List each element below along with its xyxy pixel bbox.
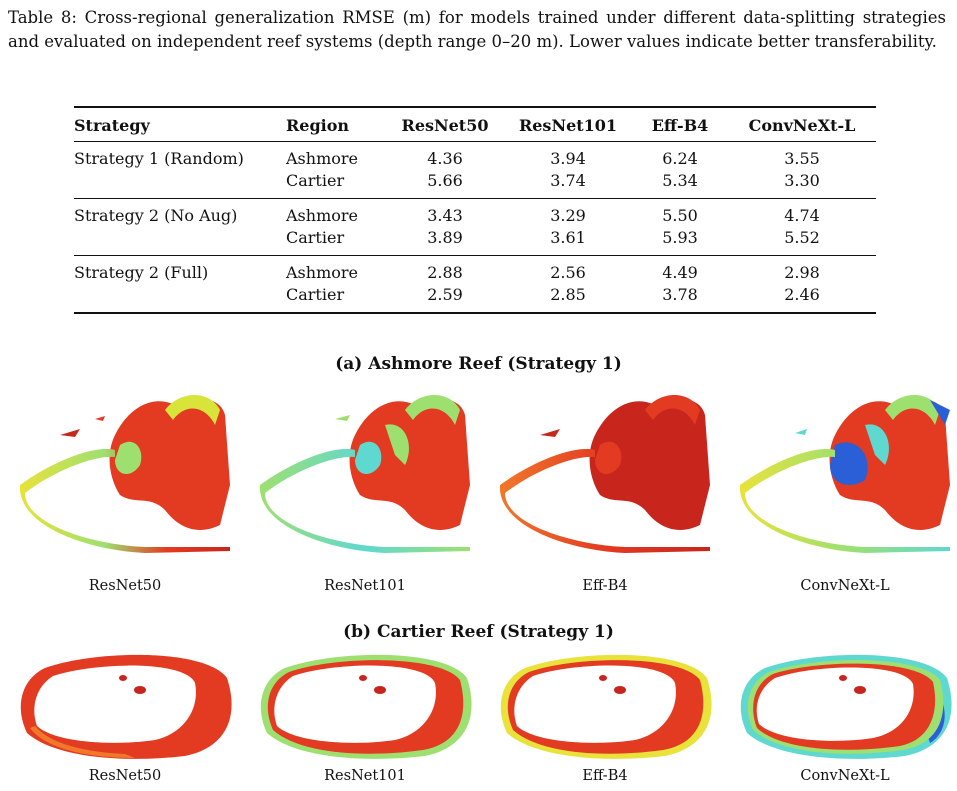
table-row: Cartier 2.59 2.85 3.78 2.46 — [74, 284, 876, 313]
cartier-map-effb4 — [500, 654, 712, 759]
strategy-cell: Strategy 2 (Full) — [74, 263, 209, 282]
header-strategy: Strategy — [74, 116, 150, 135]
region-cell: Ashmore — [286, 149, 358, 168]
rmse-value-cell: 5.66 — [427, 171, 463, 190]
cartier-map-convnext — [740, 654, 952, 759]
ashmore-label-effb4: Eff-B4 — [582, 578, 628, 594]
region-cell: Cartier — [286, 285, 345, 304]
figure-a-title: (a) Ashmore Reef (Strategy 1) — [335, 354, 622, 374]
rmse-value-cell: 6.24 — [662, 149, 698, 168]
table-row: Cartier 3.89 3.61 5.93 5.52 — [74, 227, 876, 256]
rmse-value-cell: 3.74 — [550, 171, 586, 190]
strategy-cell — [74, 284, 286, 313]
ashmore-map-effb4 — [499, 395, 710, 553]
rmse-value-cell: 2.98 — [784, 263, 820, 282]
rmse-value-cell: 4.49 — [662, 263, 698, 282]
region-cell: Cartier — [286, 228, 345, 247]
strategy-cell — [74, 170, 286, 199]
rmse-value-cell: 3.89 — [427, 228, 463, 247]
rmse-value-cell: 2.59 — [427, 285, 463, 304]
ashmore-map-resnet50 — [19, 395, 230, 553]
strategy-cell: Strategy 1 (Random) — [74, 149, 244, 168]
region-cell: Cartier — [286, 171, 345, 190]
rmse-value-cell: 5.50 — [662, 206, 698, 225]
ashmore-label-convnext: ConvNeXt-L — [800, 578, 890, 594]
rmse-value-cell: 3.29 — [550, 206, 586, 225]
ashmore-map-convnext — [739, 395, 950, 553]
strategy-cell: Strategy 2 (No Aug) — [74, 206, 238, 225]
cartier-label-effb4: Eff-B4 — [582, 768, 628, 784]
rmse-value-cell: 2.46 — [784, 285, 820, 304]
region-cell: Ashmore — [286, 206, 358, 225]
header-effb4: Eff-B4 — [651, 116, 709, 135]
strategy-cell — [74, 227, 286, 256]
ashmore-map-resnet101 — [259, 395, 470, 553]
rmse-value-cell: 5.52 — [784, 228, 820, 247]
cartier-label-resnet50: ResNet50 — [88, 768, 162, 784]
rmse-value-cell: 3.55 — [784, 149, 820, 168]
table-caption: Table 8: Cross-regional generalization R… — [8, 8, 946, 51]
cartier-label-convnext: ConvNeXt-L — [800, 768, 890, 784]
rmse-value-cell: 3.61 — [550, 228, 586, 247]
cartier-map-resnet50 — [20, 654, 232, 759]
rmse-value-cell: 5.34 — [662, 171, 698, 190]
table-row: Strategy 1 (Random) Ashmore 4.36 3.94 6.24 3.… — [74, 141, 876, 171]
figure-b-title: (b) Cartier Reef (Strategy 1) — [343, 622, 614, 642]
table-row: Strategy 2 (Full) Ashmore 2.88 2.56 4.49 2.98 — [74, 255, 876, 285]
rmse-value-cell: 4.74 — [784, 206, 820, 225]
header-convnext: ConvNeXt-L — [748, 116, 856, 135]
rmse-value-cell: 3.43 — [427, 206, 463, 225]
rmse-value-cell: 2.85 — [550, 285, 586, 304]
rmse-value-cell: 5.93 — [662, 228, 698, 247]
rmse-value-cell: 2.56 — [550, 263, 586, 282]
ashmore-label-resnet101: ResNet101 — [324, 578, 406, 594]
header-resnet50: ResNet50 — [401, 116, 489, 135]
rmse-value-cell: 3.94 — [550, 149, 586, 168]
rmse-value-cell: 3.78 — [662, 285, 698, 304]
cartier-label-resnet101: ResNet101 — [324, 768, 406, 784]
rmse-table: Strategy Region ResNet50 ResNet101 Eff-B… — [74, 106, 876, 314]
header-resnet101: ResNet101 — [518, 116, 618, 135]
region-cell: Ashmore — [286, 263, 358, 282]
table-row: Cartier 5.66 3.74 5.34 3.30 — [74, 170, 876, 199]
rmse-value-cell: 2.88 — [427, 263, 463, 282]
header-region: Region — [286, 116, 350, 135]
ashmore-label-resnet50: ResNet50 — [88, 578, 162, 594]
cartier-map-resnet101 — [260, 654, 472, 759]
rmse-value-cell: 4.36 — [427, 149, 463, 168]
table-row: Strategy 2 (No Aug) Ashmore 3.43 3.29 5.50 4.… — [74, 198, 876, 228]
rmse-value-cell: 3.30 — [784, 171, 820, 190]
